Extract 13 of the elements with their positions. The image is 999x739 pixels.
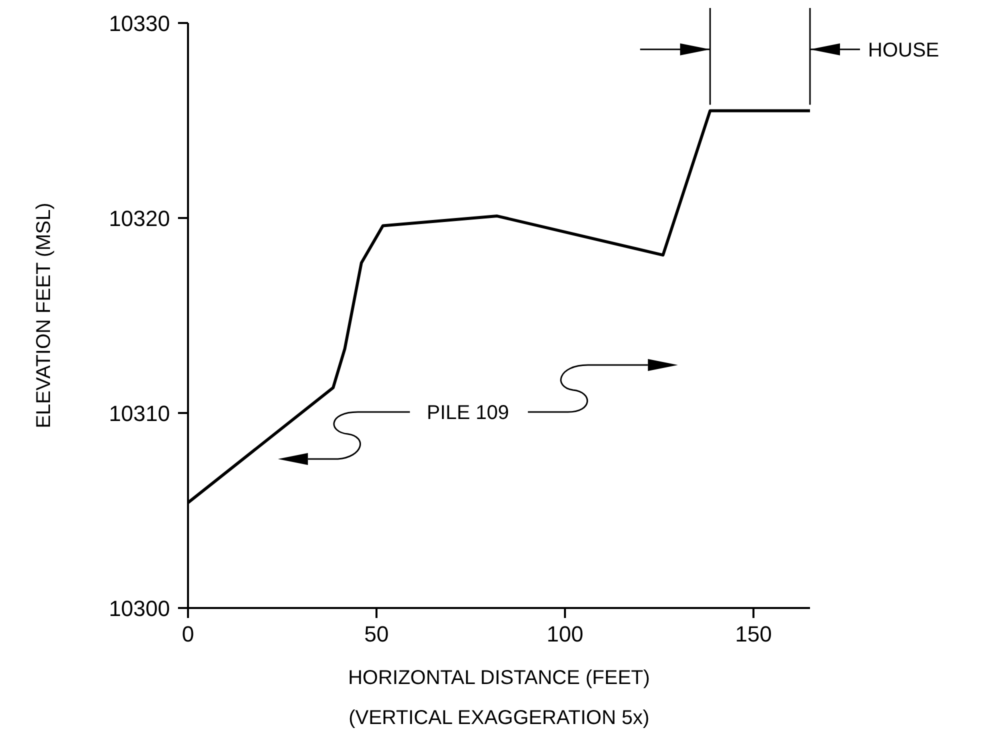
y-tick-label: 10310 <box>108 400 170 426</box>
text: HOUSE <box>868 39 940 62</box>
x-tick-label: 150 <box>735 622 772 647</box>
x-axis-title: HORIZONTAL DISTANCE (FEET) <box>348 667 650 690</box>
y-tick-label: 10330 <box>108 10 170 36</box>
y-axis-title: ELEVATION FEET (MSL) <box>33 202 56 428</box>
y-tick-label: 10320 <box>108 206 170 231</box>
y-tick-label: 10300 <box>108 596 170 621</box>
annotation: PILE 109 <box>426 402 510 424</box>
x-tick-label: 0 <box>182 622 194 647</box>
x-tick-label: 100 <box>546 622 584 647</box>
x-tick-label: 50 <box>364 622 389 647</box>
text: (VERTICAL EXAGGERATION 5x) <box>348 707 650 729</box>
